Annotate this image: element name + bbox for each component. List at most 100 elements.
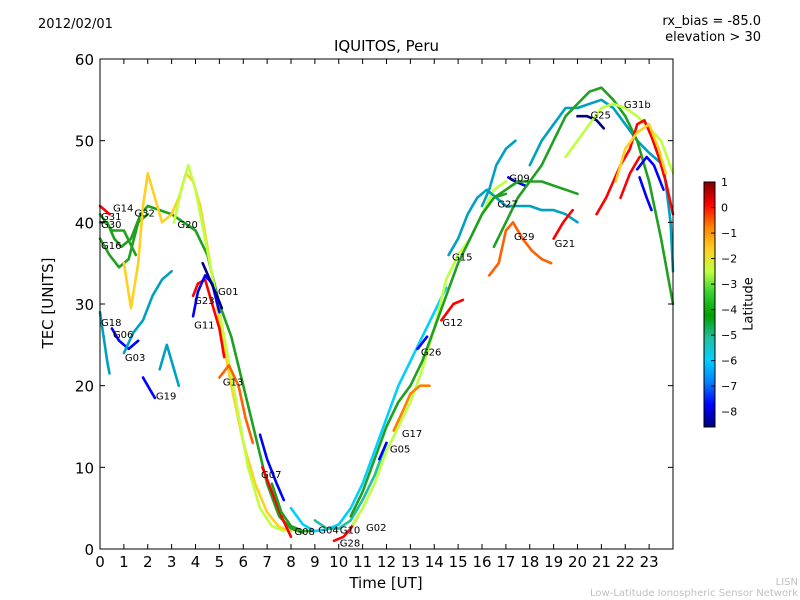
x-tick-label: 0 bbox=[95, 553, 105, 571]
series-label-g14: G14 bbox=[113, 204, 133, 215]
series-line-g17 bbox=[392, 384, 431, 432]
series-line-g05b bbox=[378, 441, 388, 461]
series-label-g19: G19 bbox=[156, 391, 176, 402]
x-tick-label: 3 bbox=[167, 553, 177, 571]
y-tick-label: 10 bbox=[75, 459, 94, 477]
x-tick-label: 6 bbox=[238, 553, 248, 571]
series-layer bbox=[98, 86, 675, 543]
series-line-g15 bbox=[447, 188, 579, 257]
colorbar-tick-label: −5 bbox=[721, 329, 737, 342]
x-tick-label: 4 bbox=[191, 553, 201, 571]
x-tick-label: 22 bbox=[616, 553, 635, 571]
series-label-g31b: G31b bbox=[624, 100, 651, 111]
x-tick-label: 12 bbox=[377, 553, 396, 571]
x-tick-label: 2 bbox=[143, 553, 153, 571]
rx-bias-label: rx_bias = -85.0 bbox=[662, 14, 761, 29]
series-label-g13: G13 bbox=[223, 378, 243, 389]
x-tick-label: 8 bbox=[286, 553, 296, 571]
x-tick-label: 16 bbox=[472, 553, 491, 571]
series-line-g31 bbox=[98, 204, 111, 216]
series-label-g12: G12 bbox=[442, 318, 462, 329]
series-line-g05 bbox=[349, 192, 508, 518]
colorbar-tick-label: −8 bbox=[721, 406, 737, 419]
colorbar-tick-label: 0 bbox=[721, 202, 728, 215]
x-tick-label: 19 bbox=[544, 553, 563, 571]
series-line-g07 bbox=[258, 433, 286, 502]
series-label-g30: G30 bbox=[101, 220, 121, 231]
series-line-g08 bbox=[270, 482, 317, 533]
x-tick-label: 18 bbox=[520, 553, 539, 571]
credit-short: LISN bbox=[775, 577, 798, 588]
y-tick-label: 40 bbox=[75, 214, 94, 232]
series-line-g35 bbox=[619, 155, 641, 200]
series-line-g06 bbox=[110, 327, 140, 351]
colorbar-tick-label: −2 bbox=[721, 253, 737, 266]
x-tick-label: 20 bbox=[568, 553, 587, 571]
series-line-g18 bbox=[98, 310, 111, 375]
series-line-g09 bbox=[480, 139, 517, 208]
series-line-g36 bbox=[638, 176, 653, 212]
series-label-g27: G27 bbox=[497, 200, 517, 211]
colorbar-tick-label: −3 bbox=[721, 278, 737, 291]
series-line-g19b bbox=[158, 343, 181, 387]
x-tick-label: 13 bbox=[401, 553, 420, 571]
colorbar: 1 0 −1 −2 −3 −4 −5 −6 −7 −8 bbox=[703, 176, 737, 428]
series-line-g13 bbox=[218, 364, 255, 445]
series-line-g27 bbox=[492, 180, 579, 200]
colorbar-bar bbox=[703, 181, 716, 428]
series-label-g31: G31 bbox=[101, 212, 121, 223]
colorbar-tick-label: −4 bbox=[721, 304, 737, 317]
series-line-g07b bbox=[261, 466, 293, 539]
x-axis: 0 1 2 3 4 5 6 7 8 9 10 11 12 13 14 15 16 17 18 19 20 21 22 23 bbox=[95, 59, 659, 571]
series-label-g28: G28 bbox=[340, 538, 360, 549]
x-tick-label: 14 bbox=[425, 553, 444, 571]
series-label-g02: G02 bbox=[366, 523, 386, 534]
series-label-g18: G18 bbox=[101, 318, 121, 329]
series-label-g07: G07 bbox=[261, 470, 281, 481]
date-label: 2012/02/01 bbox=[38, 17, 113, 32]
y-tick-label: 50 bbox=[75, 133, 94, 151]
series-label-g20: G20 bbox=[177, 220, 197, 231]
series-line-g34 bbox=[635, 155, 665, 191]
series-line-g03 bbox=[122, 270, 173, 355]
series-line-g09b bbox=[507, 176, 527, 187]
x-tick-label: 11 bbox=[353, 553, 372, 571]
x-tick-label: 5 bbox=[215, 553, 225, 571]
series-line-g04 bbox=[289, 286, 448, 533]
series-label-g06: G06 bbox=[113, 330, 133, 341]
series-label-g26: G26 bbox=[421, 347, 441, 358]
series-label-g10: G10 bbox=[340, 525, 360, 536]
series-line-g25 bbox=[576, 114, 606, 130]
series-label-g23: G23 bbox=[194, 296, 214, 307]
y-tick-label: 30 bbox=[75, 296, 94, 314]
x-tick-label: 7 bbox=[262, 553, 272, 571]
series-line-g22 bbox=[564, 102, 675, 175]
x-tick-label: 9 bbox=[310, 553, 320, 571]
y-tick-label: 60 bbox=[75, 51, 94, 69]
series-label-g03: G03 bbox=[125, 353, 145, 364]
series-label-g16: G16 bbox=[101, 241, 121, 252]
x-tick-label: 23 bbox=[640, 553, 659, 571]
series-label-g29: G29 bbox=[514, 232, 534, 243]
series-label-g11: G11 bbox=[194, 320, 214, 331]
series-line-g01 bbox=[201, 261, 224, 310]
series-label-g08: G08 bbox=[294, 527, 314, 538]
series-label-g21: G21 bbox=[555, 239, 575, 250]
series-line-g23 bbox=[191, 278, 226, 359]
x-tick-label: 10 bbox=[329, 553, 348, 571]
x-axis-label: Time [UT] bbox=[349, 574, 423, 592]
series-label-g01: G01 bbox=[218, 287, 238, 298]
colorbar-tick-label: 1 bbox=[721, 176, 728, 189]
chart-title: IQUITOS, Peru bbox=[333, 37, 440, 55]
series-label-g04: G04 bbox=[318, 525, 338, 536]
x-tick-label: 15 bbox=[449, 553, 468, 571]
y-tick-label: 20 bbox=[75, 378, 94, 396]
series-line-g21 bbox=[552, 208, 574, 240]
series-line-g32 bbox=[122, 172, 293, 533]
plot-frame bbox=[99, 58, 674, 550]
series-label-g32: G32 bbox=[134, 209, 154, 220]
series-line-g29 bbox=[487, 221, 553, 277]
series-label-g09: G09 bbox=[509, 173, 529, 184]
